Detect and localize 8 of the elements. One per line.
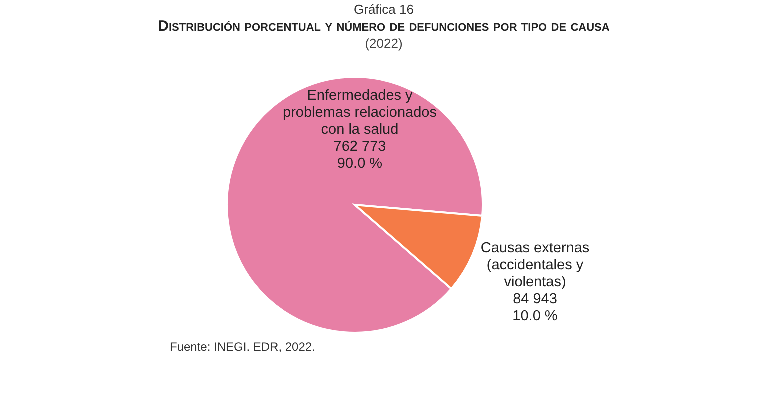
chart-subtitle: (2022) (364, 36, 404, 51)
slice-label: Enfermedades y problemas relacionados con la salud (283, 88, 437, 138)
text: Gráfica 16 (353, 2, 415, 17)
data-label: 762 773 90.0 % (334, 139, 386, 172)
slice-label: Causas externas (accidentales y violentas) (480, 240, 590, 291)
source-note: Fuente: INEGI. EDR, 2022. (170, 340, 316, 354)
data-label: 84 943 10.0 % (512, 292, 558, 325)
chart-title: Distribución porcentual y número de defunciones por tipo de causa (157, 18, 611, 35)
